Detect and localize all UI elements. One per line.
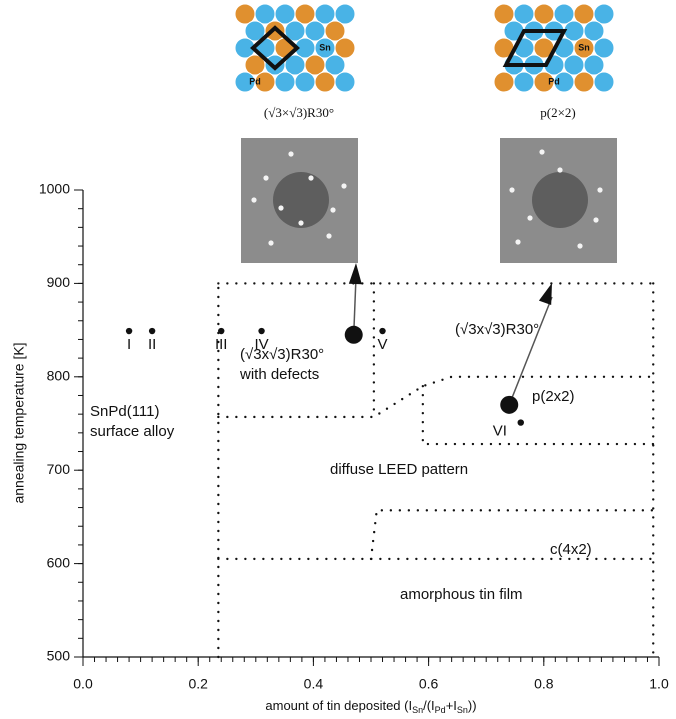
x-tick-label: 0.6 xyxy=(419,676,439,692)
atom xyxy=(574,72,594,92)
leed-spot xyxy=(341,183,346,188)
leed-spot xyxy=(597,187,602,192)
atom-label: Pd xyxy=(548,76,560,86)
y-tick-label: 1000 xyxy=(39,181,70,197)
point-label: VI xyxy=(493,423,507,440)
atom-label: Pd xyxy=(249,76,261,86)
x-axis-label-part: amount of tin deposited (I xyxy=(265,698,412,713)
atom-label: Sn xyxy=(578,42,590,52)
y-axis-label: annealing temperature [K] xyxy=(11,342,27,503)
region-label: p(2x2) xyxy=(532,388,575,405)
leed-spot xyxy=(326,233,331,238)
arrow-head xyxy=(539,283,552,305)
y-tick-label: 500 xyxy=(47,648,71,664)
point-label: II xyxy=(148,336,156,353)
point xyxy=(258,328,264,334)
highlighted-point xyxy=(345,326,363,344)
point xyxy=(149,328,155,334)
leed-spot xyxy=(593,217,598,222)
region-label: amorphous tin film xyxy=(400,586,523,603)
region-label: diffuse LEED pattern xyxy=(330,461,468,478)
point xyxy=(518,419,524,425)
y-tick-label: 800 xyxy=(47,368,71,384)
leed-spot xyxy=(557,167,562,172)
leed-spot xyxy=(330,207,335,212)
leed-spot xyxy=(263,175,268,180)
region-label: SnPd(111) xyxy=(90,403,160,420)
leed-spot xyxy=(308,175,313,180)
x-axis-label-part: /(I xyxy=(423,698,435,713)
point-label: I xyxy=(127,336,131,353)
leed-spot xyxy=(278,205,283,210)
atom-label: Sn xyxy=(319,42,331,52)
region-label: c(4x2) xyxy=(550,541,592,558)
point xyxy=(126,328,132,334)
leed-spot xyxy=(527,215,532,220)
point-label: III xyxy=(215,336,228,353)
x-tick-label: 0.8 xyxy=(534,676,554,692)
leed-spot xyxy=(251,197,256,202)
atom xyxy=(315,72,335,92)
x-tick-label: 0.4 xyxy=(304,676,324,692)
region-label: with defects xyxy=(239,366,319,383)
x-axis-label-part: Sn xyxy=(457,705,468,715)
y-tick-label: 900 xyxy=(47,274,71,290)
leed-spot xyxy=(577,243,582,248)
point-label: V xyxy=(378,336,388,353)
x-axis-label: amount of tin deposited (ISn/(IPd+ISn)) xyxy=(265,698,476,715)
region-label: surface alloy xyxy=(90,423,175,440)
x-tick-label: 1.0 xyxy=(649,676,669,692)
atom xyxy=(494,72,514,92)
arrow-head xyxy=(349,263,362,284)
leed-spot xyxy=(288,151,293,156)
leed-spot xyxy=(539,149,544,154)
inset-caption: p(2×2) xyxy=(540,105,576,120)
atom xyxy=(335,72,355,92)
leed-spot xyxy=(268,240,273,245)
x-axis-label-part: )) xyxy=(468,698,477,713)
x-tick-label: 0.0 xyxy=(73,676,93,692)
leed-spot xyxy=(298,220,303,225)
region-label: (√3x√3)R30° xyxy=(240,346,324,363)
x-axis-label-part: Pd xyxy=(435,705,446,715)
atom xyxy=(295,72,315,92)
region-label: (√3x√3)R30° xyxy=(455,321,539,338)
x-tick-label: 0.2 xyxy=(188,676,208,692)
point xyxy=(379,328,385,334)
inset-caption: (√3×√3)R30° xyxy=(264,105,334,120)
point xyxy=(218,328,224,334)
highlighted-point xyxy=(500,396,518,414)
leed-spot xyxy=(509,187,514,192)
phase-boundary xyxy=(371,510,653,559)
atom xyxy=(594,72,614,92)
leed-shadow xyxy=(273,172,329,228)
leed-spot xyxy=(515,239,520,244)
point-label: IV xyxy=(254,336,268,353)
leed-shadow xyxy=(532,172,588,228)
x-axis-label-part: +I xyxy=(446,698,457,713)
y-tick-label: 700 xyxy=(47,461,71,477)
x-axis-label-part: Sn xyxy=(412,705,423,715)
chart: annealing temperature [K] 0.0 0.2 0.4 0.6 0.… xyxy=(0,0,676,719)
atom xyxy=(275,72,295,92)
atom xyxy=(514,72,534,92)
y-tick-label: 600 xyxy=(47,554,71,570)
